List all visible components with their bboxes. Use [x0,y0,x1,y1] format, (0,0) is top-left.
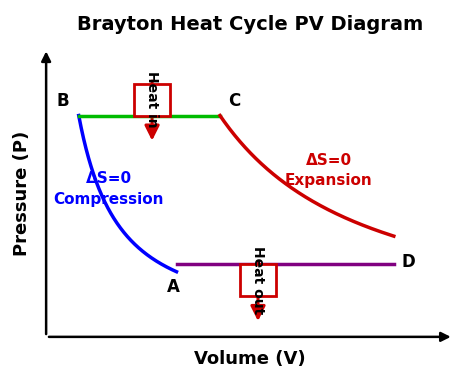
Text: D: D [402,254,416,272]
FancyBboxPatch shape [135,84,170,116]
Text: ΔS=0: ΔS=0 [85,171,132,186]
Text: ΔS=0: ΔS=0 [306,153,352,168]
Text: Heat in: Heat in [145,71,159,128]
Text: Compression: Compression [54,192,164,207]
Text: B: B [56,92,69,110]
Text: A: A [167,278,180,296]
Title: Brayton Heat Cycle PV Diagram: Brayton Heat Cycle PV Diagram [77,15,423,34]
Text: Heat out: Heat out [251,246,265,314]
Text: Pressure (P): Pressure (P) [13,131,31,256]
Text: C: C [228,92,240,110]
Text: Volume (V): Volume (V) [194,350,306,368]
FancyBboxPatch shape [240,264,276,296]
Text: Expansion: Expansion [285,173,373,188]
